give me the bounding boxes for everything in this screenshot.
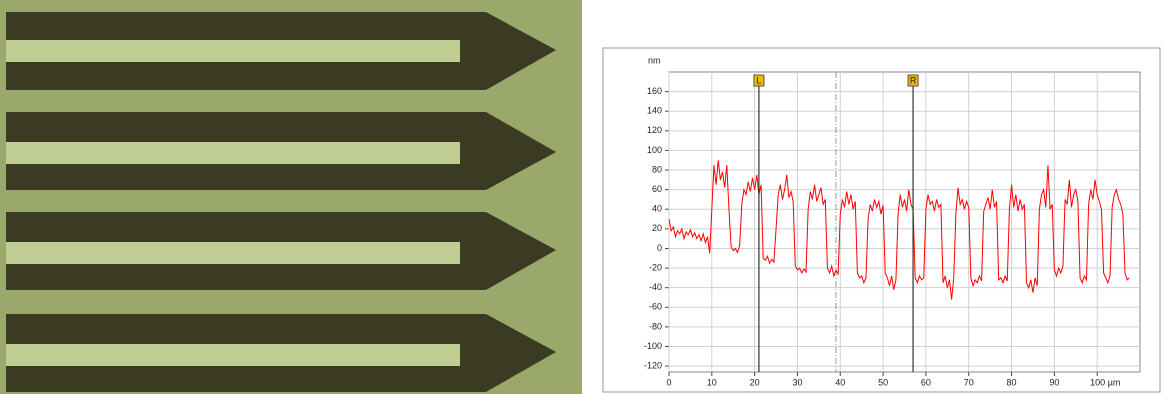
x-tick-label: 50	[878, 377, 888, 387]
cursor-label: L	[756, 75, 761, 85]
x-tick-label: 60	[921, 377, 931, 387]
x-tick-label: 0	[666, 377, 671, 387]
slots	[6, 40, 460, 366]
y-tick-label: 80	[652, 164, 662, 174]
cursor-label: R	[910, 75, 917, 85]
y-tick-label: -100	[644, 341, 662, 351]
y-unit-label: nm	[648, 55, 661, 65]
x-tick-label: 30	[792, 377, 802, 387]
y-tick-label: 40	[652, 204, 662, 214]
x-tick-label: 70	[964, 377, 974, 387]
y-tick-label: 140	[647, 106, 662, 116]
x-tick-label: 90	[1049, 377, 1059, 387]
y-tick-label: 20	[652, 223, 662, 233]
y-tick-label: 60	[652, 184, 662, 194]
y-tick-label: 120	[647, 125, 662, 135]
y-tick-label: 0	[657, 243, 662, 253]
x-tick-label: 10	[707, 377, 717, 387]
x-tick-label: 20	[750, 377, 760, 387]
y-tick-label: 100	[647, 145, 662, 155]
x-tick-label: 40	[835, 377, 845, 387]
profile-line	[668, 160, 1130, 300]
y-tick-label: 160	[647, 86, 662, 96]
y-tick-label: -20	[649, 262, 662, 272]
electrodes	[6, 12, 556, 392]
x-tick-label: 80	[1007, 377, 1017, 387]
y-tick-label: -60	[649, 302, 662, 312]
micrograph	[0, 0, 582, 394]
plot-area	[668, 71, 1141, 373]
x-tick-label: 100 µm	[1090, 377, 1120, 387]
cursor-flag	[907, 74, 919, 87]
cursor-flag	[753, 74, 765, 87]
y-tick-label: -80	[649, 321, 662, 331]
y-tick-label: -40	[649, 282, 662, 292]
y-tick-label: -120	[644, 360, 662, 370]
